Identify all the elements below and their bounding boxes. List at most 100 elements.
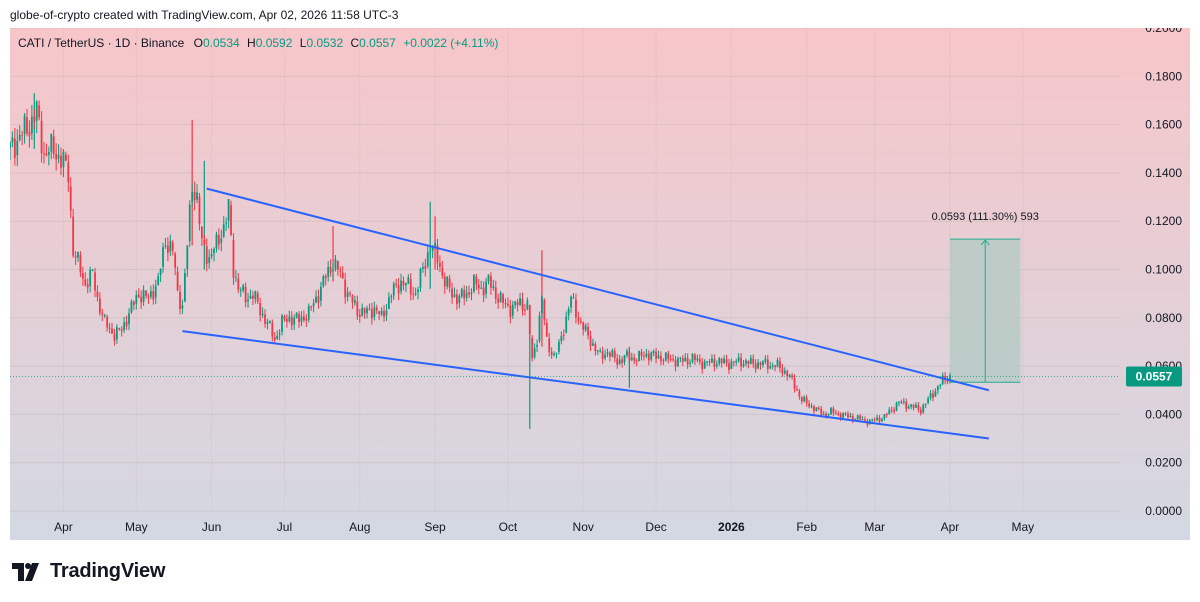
candle-body [380,310,383,315]
candle-body [679,357,682,359]
candle-body [213,249,215,254]
candle-body [310,306,313,308]
candle-body [494,287,497,299]
candle-body [919,409,922,414]
candle-body [541,296,543,314]
candle-body [645,353,648,357]
candle-body [354,300,356,303]
candle-body [385,310,388,316]
candle-body [361,307,364,316]
tradingview-logo[interactable]: TradingView [12,560,165,583]
candle-body [373,307,376,317]
candle-body [796,389,798,391]
candle-body [436,245,439,263]
candle-body [135,295,138,304]
candle-body [383,310,385,317]
candle-body [774,365,776,368]
candle-body [183,273,186,302]
candle-body [26,117,28,134]
candle-body [822,413,825,415]
candle-body [594,344,597,352]
candle-body [745,360,747,364]
candle-body [740,357,742,367]
candle-body [186,245,189,269]
candle-body [81,273,84,279]
candle-body [936,386,939,391]
candle-body [922,404,925,413]
candle-body [927,398,930,404]
candle-body [371,309,373,319]
candle-body [786,371,789,377]
candle-body [698,358,701,362]
candle-body [215,234,218,249]
candle-body [392,283,395,296]
candle-body [62,152,65,167]
candle-body [261,313,264,316]
candle-body [441,267,444,276]
candle-body [96,291,99,298]
price-chart[interactable]: 0.2000 0.1800 0.1600 0.1400 0.1200 0.1000 0.08… [10,28,1190,540]
candle-body [895,402,898,411]
candle-body [259,303,262,316]
candle-body [137,294,140,298]
candle-body [475,276,478,285]
candle-body [113,333,116,341]
candle-body [538,315,541,341]
candle-body [208,257,211,263]
candle-body [613,351,616,359]
candle-body [414,293,417,295]
legend-close-value: 0.0557 [359,36,396,50]
candle-body [94,272,96,291]
legend-open-label: O [193,36,203,50]
candle-body [339,270,342,272]
legend-low-label: L [299,36,307,50]
projection-label: 0.0593 (111.30%) 593 [932,211,1039,223]
candle-body [878,417,881,422]
candle-body [200,227,203,239]
candle-body [458,296,461,304]
candle-body [934,391,937,397]
candle-body [674,359,677,367]
projection-layer[interactable]: 0.0593 (111.30%) 593 [932,211,1039,383]
candle-body [30,116,33,134]
candle-body [893,409,896,412]
candle-body [779,361,781,369]
x-axis: Apr May Jun Jul Aug Sep Oct Nov Dec 2026 Feb Mar Apr… [54,520,1034,534]
candle-body [244,287,247,303]
chart-panel[interactable]: 0.2000 0.1800 0.1600 0.1400 0.1200 0.1000 0.08… [10,28,1190,540]
candle-body [35,101,38,121]
candle-body [589,336,592,347]
candle-body [281,315,283,332]
candle-body [759,362,762,366]
candle-body [769,365,772,369]
candle-body [575,299,577,318]
candle-body [533,348,536,357]
candle-body [264,314,266,324]
candle-body [28,132,31,136]
candle-body [582,322,585,330]
candle-body [526,300,529,310]
candle-body [84,279,87,286]
candle-body [490,276,492,288]
tradingview-logo-icon [12,562,39,581]
candle-body [305,319,308,321]
candle-body [47,151,50,155]
candle-body [356,301,359,316]
candle-body [251,295,254,299]
candle-body [720,358,723,363]
candle-body [856,415,859,420]
candle-body [924,403,927,405]
y-tick-label: 0.1600 [1145,118,1182,132]
candle-body [715,364,718,367]
candle-body [419,268,422,288]
candle-body [757,362,759,369]
candle-body [771,365,774,367]
candle-body [531,338,534,359]
candle-body [448,278,451,288]
candle-body [660,355,662,362]
candle-body [837,413,840,415]
candle-body [949,375,951,382]
candle-body [883,414,886,419]
trendline-layer[interactable] [182,187,990,440]
candle-body [519,298,521,305]
